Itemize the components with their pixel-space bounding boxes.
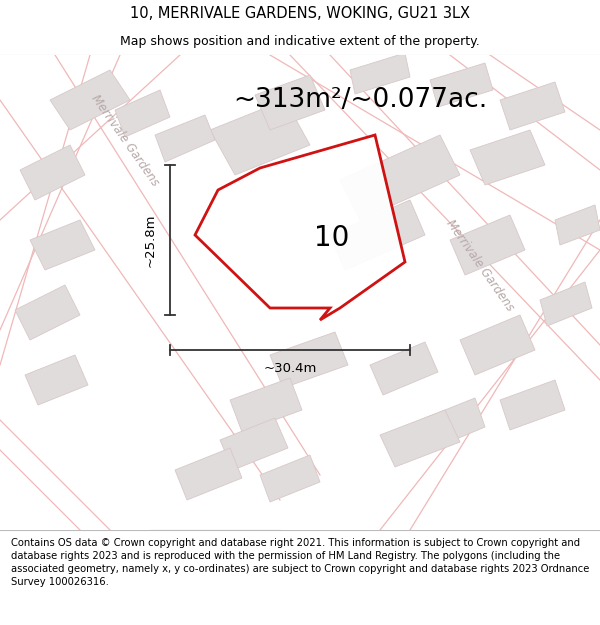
Text: Contains OS data © Crown copyright and database right 2021. This information is : Contains OS data © Crown copyright and d… — [11, 538, 589, 588]
Polygon shape — [340, 135, 460, 220]
Polygon shape — [470, 130, 545, 185]
Polygon shape — [420, 398, 485, 450]
Text: 10: 10 — [314, 224, 349, 253]
Text: Merrivale Gardens: Merrivale Gardens — [89, 92, 161, 188]
Polygon shape — [500, 82, 565, 130]
Polygon shape — [115, 90, 170, 137]
Polygon shape — [220, 418, 288, 470]
Polygon shape — [330, 200, 425, 270]
Polygon shape — [30, 220, 95, 270]
Polygon shape — [175, 448, 242, 500]
Text: ~25.8m: ~25.8m — [143, 213, 157, 267]
Polygon shape — [430, 63, 493, 107]
Polygon shape — [500, 380, 565, 430]
Polygon shape — [380, 410, 460, 467]
Polygon shape — [255, 75, 325, 130]
Polygon shape — [230, 378, 302, 432]
Polygon shape — [15, 285, 80, 340]
Polygon shape — [270, 332, 348, 388]
Polygon shape — [460, 315, 535, 375]
Text: ~313m²/~0.077ac.: ~313m²/~0.077ac. — [233, 87, 487, 113]
Text: Merrivale Gardens: Merrivale Gardens — [443, 217, 517, 313]
Polygon shape — [20, 145, 85, 200]
Polygon shape — [370, 342, 438, 395]
Polygon shape — [555, 205, 600, 245]
Polygon shape — [540, 282, 592, 326]
Polygon shape — [25, 355, 88, 405]
Polygon shape — [50, 70, 130, 130]
Text: Map shows position and indicative extent of the property.: Map shows position and indicative extent… — [120, 35, 480, 48]
Polygon shape — [450, 215, 525, 275]
Text: ~30.4m: ~30.4m — [263, 361, 317, 374]
Polygon shape — [155, 115, 215, 162]
Polygon shape — [350, 53, 410, 94]
Polygon shape — [260, 455, 320, 502]
Text: 10, MERRIVALE GARDENS, WOKING, GU21 3LX: 10, MERRIVALE GARDENS, WOKING, GU21 3LX — [130, 6, 470, 21]
Polygon shape — [210, 100, 310, 175]
Polygon shape — [195, 135, 405, 320]
